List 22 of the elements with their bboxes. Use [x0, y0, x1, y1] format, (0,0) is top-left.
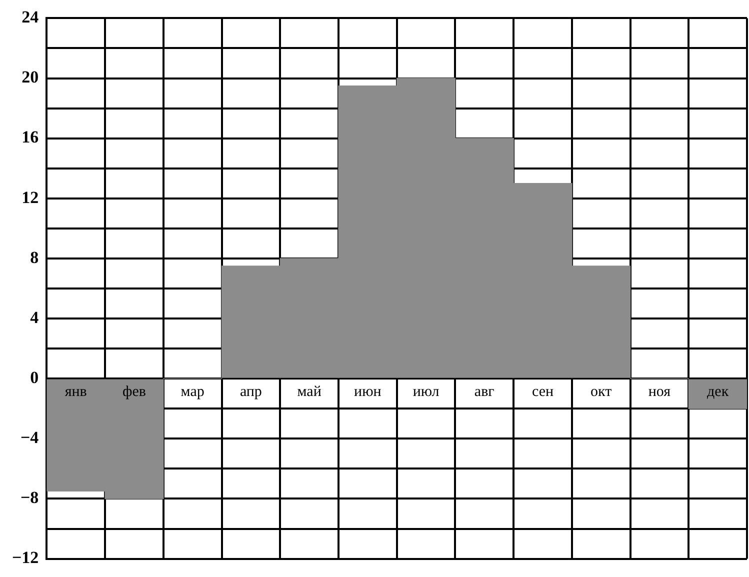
x-tick-label: сен [532, 384, 554, 400]
x-tick-label: ноя [648, 384, 671, 400]
x-tick-label: авг [474, 384, 494, 400]
y-tick-label: −4 [20, 428, 40, 448]
y-tick-label: −8 [20, 488, 39, 508]
y-tick-label: −12 [12, 548, 39, 568]
y-tick-label: 12 [22, 188, 39, 207]
x-tick-label: апр [240, 384, 262, 400]
x-tick-label: дек [707, 384, 730, 400]
x-tick-label: мар [180, 384, 204, 400]
y-tick-label: 20 [22, 68, 39, 87]
x-tick-label: июн [354, 384, 382, 400]
x-tick-label: окт [590, 384, 612, 400]
y-tick-label: 24 [22, 8, 40, 27]
y-tick-label: 16 [22, 128, 39, 147]
y-tick-label: 4 [30, 308, 40, 327]
y-tick-label: 0 [30, 368, 39, 387]
x-tick-label: фев [122, 384, 146, 400]
y-tick-label: 8 [30, 248, 39, 267]
x-tick-label: май [297, 384, 322, 400]
x-tick-label: янв [64, 384, 87, 400]
x-tick-label: июл [412, 384, 440, 400]
